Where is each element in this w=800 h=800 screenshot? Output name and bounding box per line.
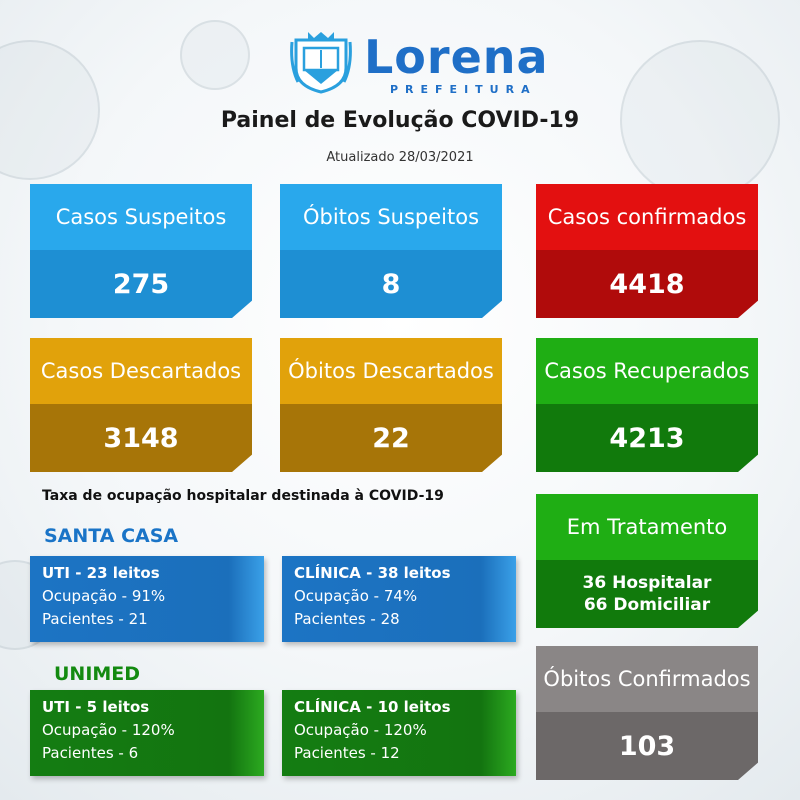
box-ocupacao: Ocupação - 74% (294, 587, 418, 605)
card-label: Óbitos Confirmados (536, 646, 758, 712)
santa-casa-title: SANTA CASA (44, 525, 179, 547)
card-value: 4213 (536, 404, 758, 472)
unimed-uti-box: UTI - 5 leitos Ocupação - 120% Pacientes… (30, 690, 264, 776)
box-pacientes: Pacientes - 12 (294, 744, 400, 762)
obitos-confirmados-card: Óbitos Confirmados 103 (536, 646, 758, 780)
box-heading: CLÍNICA - 38 leitos (294, 564, 451, 582)
box-heading: UTI - 23 leitos (42, 564, 160, 582)
card-label: Casos confirmados (536, 184, 758, 250)
em-tratamento-card: Em Tratamento 36 Hospitalar 66 Domicilia… (536, 494, 758, 628)
box-ocupacao: Ocupação - 120% (294, 721, 427, 739)
unimed-title: UNIMED (54, 663, 141, 685)
santa-casa-uti-box: UTI - 23 leitos Ocupação - 91% Pacientes… (30, 556, 264, 642)
box-pacientes: Pacientes - 28 (294, 610, 400, 628)
box-ocupacao: Ocupação - 91% (42, 587, 166, 605)
card-value: 4418 (536, 250, 758, 318)
card-value: 3148 (30, 404, 252, 472)
card-label: Óbitos Descartados (280, 338, 502, 404)
logo-subtitle: PREFEITURA (390, 83, 537, 96)
card-value-group: 36 Hospitalar 66 Domiciliar (536, 560, 758, 628)
card-value: 275 (30, 250, 252, 318)
hospitalar-count: 36 Hospitalar (582, 573, 712, 593)
city-crest-icon (290, 32, 352, 94)
card-value: 103 (536, 712, 758, 780)
logo-name: Lorena (364, 30, 549, 84)
casos-recuperados-card: Casos Recuperados 4213 (536, 338, 758, 472)
obitos-descartados-card: Óbitos Descartados 22 (280, 338, 502, 472)
updated-date: Atualizado 28/03/2021 (326, 150, 474, 165)
card-value: 8 (280, 250, 502, 318)
card-label: Casos Recuperados (536, 338, 758, 404)
box-heading: UTI - 5 leitos (42, 698, 150, 716)
box-pacientes: Pacientes - 21 (42, 610, 148, 628)
background-virus-shape (620, 40, 780, 200)
casos-descartados-card: Casos Descartados 3148 (30, 338, 252, 472)
domiciliar-count: 66 Domiciliar (583, 595, 711, 615)
box-heading: CLÍNICA - 10 leitos (294, 698, 451, 716)
card-value: 22 (280, 404, 502, 472)
card-label: Em Tratamento (536, 494, 758, 560)
page-title: Painel de Evolução COVID-19 (220, 108, 580, 133)
box-ocupacao: Ocupação - 120% (42, 721, 175, 739)
unimed-clinica-box: CLÍNICA - 10 leitos Ocupação - 120% Paci… (282, 690, 516, 776)
card-label: Casos Suspeitos (30, 184, 252, 250)
casos-confirmados-card: Casos confirmados 4418 (536, 184, 758, 318)
obitos-suspeitos-card: Óbitos Suspeitos 8 (280, 184, 502, 318)
casos-suspeitos-card: Casos Suspeitos 275 (30, 184, 252, 318)
background-virus-shape (180, 20, 250, 90)
occupancy-title: Taxa de ocupação hospitalar destinada à … (42, 488, 444, 504)
box-pacientes: Pacientes - 6 (42, 744, 139, 762)
card-label: Óbitos Suspeitos (280, 184, 502, 250)
santa-casa-clinica-box: CLÍNICA - 38 leitos Ocupação - 74% Pacie… (282, 556, 516, 642)
card-label: Casos Descartados (30, 338, 252, 404)
lorena-logo: Lorena PREFEITURA (290, 30, 548, 96)
